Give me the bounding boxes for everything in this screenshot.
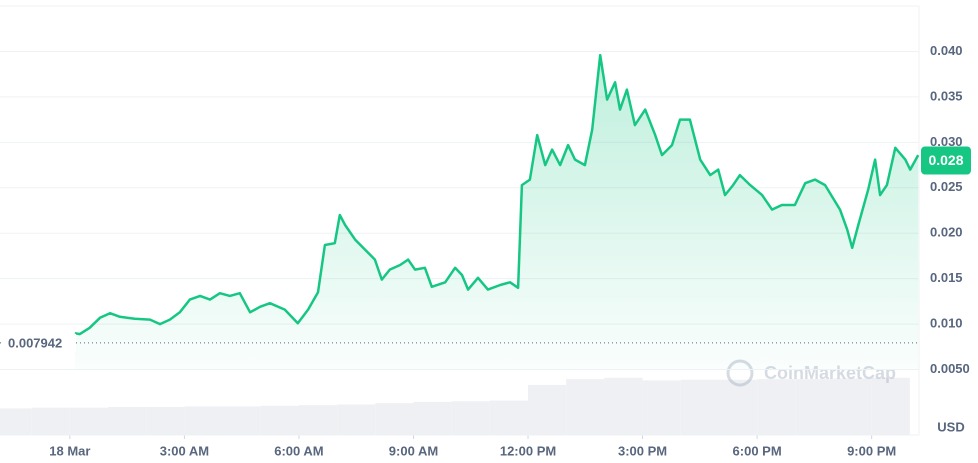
x-tick-label: 3:00 AM [160, 443, 209, 458]
volume-bar [375, 403, 414, 435]
volume-bar [108, 407, 147, 435]
volume-bar [871, 377, 910, 435]
volume-bar [146, 407, 185, 435]
volume-bar [680, 379, 719, 435]
volume-bar [31, 407, 70, 435]
x-tick-label: 6:00 PM [733, 443, 782, 458]
price-line [74, 53, 920, 336]
unit-label: USD [937, 419, 964, 434]
x-tick-label: 9:00 PM [847, 443, 896, 458]
y-tick-label: 0.040 [930, 43, 963, 58]
volume-bar [642, 380, 681, 435]
current-price-label: 0.028 [928, 152, 963, 168]
volume-bar [413, 401, 452, 435]
x-tick-label: 9:00 AM [389, 443, 438, 458]
volume-bar [69, 407, 109, 435]
y-tick-label: 0.0050 [930, 361, 970, 376]
volume-bar [528, 384, 567, 435]
volume-bar [222, 406, 261, 435]
volume-bar [566, 379, 605, 435]
volume-bar [184, 406, 223, 435]
volume-bar [604, 377, 643, 435]
open-price-label-bg [4, 333, 76, 352]
y-tick-label: 0.010 [930, 316, 963, 331]
x-tick-label: 3:00 PM [618, 443, 667, 458]
volume-bar [451, 401, 490, 435]
y-tick-label: 0.020 [930, 225, 963, 240]
y-tick-label: 0.030 [930, 134, 963, 149]
y-tick-label: 0.025 [930, 179, 963, 194]
x-tick-label: 6:00 AM [274, 443, 323, 458]
volume-bar [0, 408, 32, 435]
y-tick-label: 0.035 [930, 88, 963, 103]
current-price-tag [921, 146, 971, 175]
volume-bar [337, 404, 376, 435]
volume-bar [795, 379, 834, 435]
volume-bar [718, 379, 758, 435]
price-area [74, 55, 919, 370]
volume-bar [260, 405, 299, 435]
y-tick-label: 0.015 [930, 270, 963, 285]
volume-bar [489, 400, 529, 435]
volume-bar [757, 379, 796, 435]
volume-bar [298, 405, 338, 435]
volume-bar [833, 378, 872, 435]
x-tick-label: 18 Mar [49, 443, 90, 458]
x-tick-label: 12:00 PM [500, 443, 556, 458]
open-price-label: 0.007942 [8, 335, 62, 350]
